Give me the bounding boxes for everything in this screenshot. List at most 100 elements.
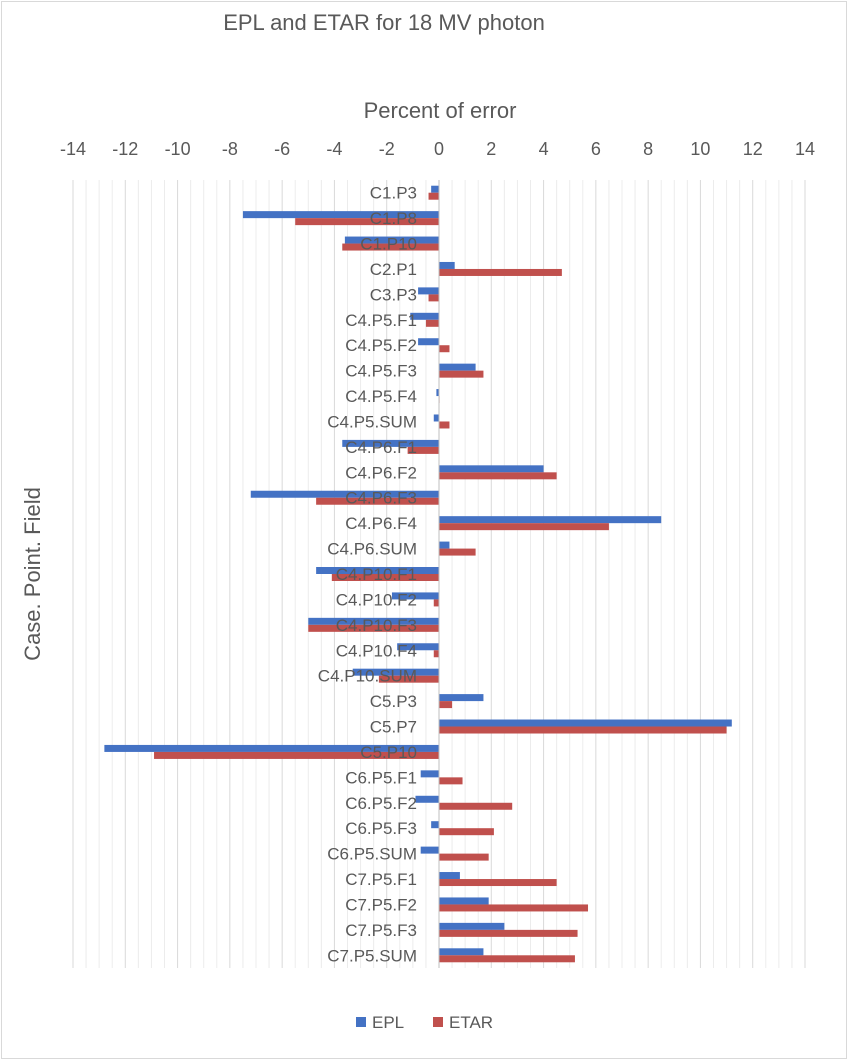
- bar-epl: [439, 516, 662, 524]
- legend-swatch-epl: [356, 1017, 366, 1027]
- bar-epl: [352, 668, 439, 676]
- bar-etar: [428, 294, 439, 302]
- x-tick-label: -14: [60, 139, 86, 159]
- gridlines: [72, 180, 806, 968]
- bar-etar: [378, 675, 439, 683]
- category-label: C1.P10: [360, 235, 417, 254]
- category-label: C4.P5.F3: [345, 362, 417, 381]
- bar-etar: [439, 828, 494, 836]
- bar-epl: [418, 287, 439, 295]
- x-tick-label: -4: [326, 139, 342, 159]
- bar-epl: [344, 236, 439, 244]
- x-tick-label: -10: [165, 139, 191, 159]
- x-axis-title: Percent of error: [364, 98, 517, 123]
- category-label: C4.P10.F3: [336, 616, 417, 635]
- bar-epl: [418, 338, 439, 346]
- bar-epl: [342, 439, 439, 447]
- category-label: C7.P5.F1: [345, 870, 417, 889]
- legend: EPL ETAR: [356, 1013, 493, 1032]
- category-label: C3.P3: [370, 285, 417, 304]
- category-label: C7.P5.F2: [345, 895, 417, 914]
- category-label: C4.P6.F2: [345, 463, 417, 482]
- bar-etar: [439, 370, 484, 378]
- bar-etar: [439, 472, 557, 480]
- bar-etar: [433, 650, 439, 658]
- category-label: C4.P10.F4: [336, 641, 417, 660]
- x-tick-label: -2: [379, 139, 395, 159]
- bar-etar: [433, 599, 439, 607]
- category-label: C5.P10: [360, 743, 417, 762]
- bar-epl: [316, 567, 439, 574]
- category-label: C4.P5.SUM: [327, 412, 417, 431]
- category-label: C4.P5.F1: [345, 311, 417, 330]
- x-tick-label: 4: [539, 139, 549, 159]
- category-label: C7.P5.F3: [345, 921, 417, 940]
- legend-label-etar: ETAR: [449, 1013, 493, 1032]
- category-label: C4.P6.F3: [345, 489, 417, 508]
- bar-epl: [420, 846, 439, 854]
- bar-etar: [331, 574, 439, 581]
- x-tick-label: 8: [643, 139, 653, 159]
- bar-etar: [439, 548, 476, 556]
- bar-etar: [154, 751, 440, 759]
- bar-etar: [439, 777, 463, 785]
- chart-title: EPL and ETAR for 18 MV photon: [223, 10, 545, 35]
- x-tick-label: 10: [690, 139, 710, 159]
- bar-etar: [407, 446, 439, 454]
- bar-epl: [439, 363, 476, 371]
- bar-etar: [439, 879, 557, 887]
- category-label: C6.P5.F1: [345, 768, 417, 787]
- category-label: C5.P7: [370, 718, 417, 737]
- bar-etar: [316, 497, 439, 505]
- bar-etar: [308, 624, 439, 632]
- category-labels: C1.P3 C1.P8 C1.P10 C2.P1 C3.P3 C4.P5.F1 C4.P5.…: [318, 184, 417, 966]
- x-tick-label: 2: [486, 139, 496, 159]
- bar-epl: [439, 948, 484, 956]
- category-label: C1.P8: [370, 209, 417, 228]
- bar-epl: [436, 389, 439, 397]
- x-tick-label: 0: [434, 139, 444, 159]
- bar-etar: [439, 802, 513, 810]
- bar-etar: [439, 701, 453, 709]
- category-label: C7.P5.SUM: [327, 946, 417, 965]
- bar-epl: [439, 719, 732, 727]
- bar-epl: [433, 414, 439, 422]
- x-tick-label: 12: [743, 139, 763, 159]
- x-tick-label: -6: [274, 139, 290, 159]
- bar-etar: [425, 319, 439, 327]
- bar-etar: [439, 929, 578, 937]
- bar-etar: [439, 955, 575, 963]
- x-tick-label: 6: [591, 139, 601, 159]
- bar-epl: [308, 617, 439, 625]
- bar-etar: [428, 192, 439, 200]
- bar-epl: [250, 490, 439, 498]
- bar-epl: [439, 872, 460, 880]
- bar-epl: [410, 312, 439, 320]
- bar-epl: [439, 261, 455, 269]
- y-axis-title: Case. Point. Field: [20, 487, 45, 661]
- category-label: C2.P1: [370, 260, 417, 279]
- category-label: C1.P3: [370, 184, 417, 203]
- bar-epl: [439, 465, 544, 473]
- bar-epl: [439, 922, 505, 930]
- bar-etar: [439, 726, 727, 734]
- bar-etar: [295, 218, 439, 226]
- category-label: C6.P5.SUM: [327, 845, 417, 864]
- bar-epl: [439, 694, 484, 702]
- bar-etar: [439, 268, 562, 276]
- x-tick-label: 14: [795, 139, 815, 159]
- bar-epl: [242, 211, 439, 219]
- bar-etar: [342, 243, 439, 251]
- category-label: C6.P5.F3: [345, 819, 417, 838]
- bar-epl: [104, 744, 439, 752]
- bar-epl: [439, 897, 489, 905]
- category-label: C6.P5.F2: [345, 794, 417, 813]
- category-label: C4.P6.F1: [345, 438, 417, 457]
- legend-swatch-etar: [433, 1017, 443, 1027]
- category-label: C4.P10.F2: [336, 590, 417, 609]
- bar-epl: [391, 592, 439, 600]
- x-tick-label: -12: [112, 139, 138, 159]
- bar-etar: [439, 853, 489, 861]
